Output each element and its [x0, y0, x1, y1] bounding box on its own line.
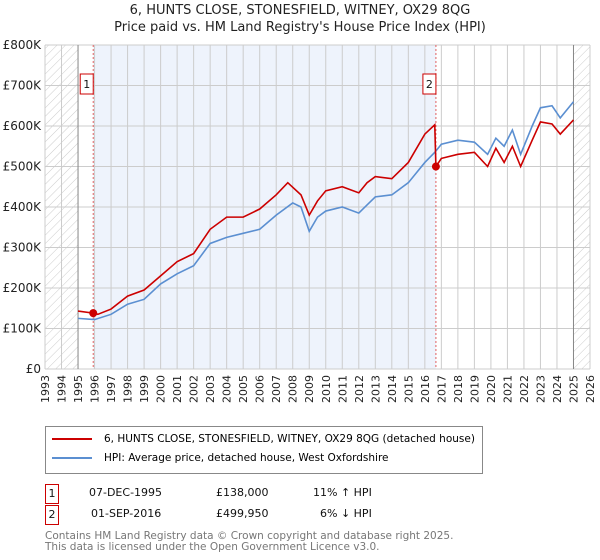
footer-line: This data is licensed under the Open Gov…: [45, 541, 380, 553]
x-tick-label: 2026: [584, 375, 597, 403]
y-tick-label: £100K: [3, 322, 43, 336]
x-tick-label: 2020: [485, 375, 498, 403]
x-tick-label: 2012: [353, 375, 366, 403]
x-tick-label: 1995: [72, 375, 85, 403]
y-tick-label: £400K: [3, 200, 43, 214]
x-tick-label: 2011: [336, 375, 349, 403]
legend-item-hpi: HPI: Average price, detached house, West…: [52, 452, 389, 464]
price-chart: 1993 1994 1995 1996 1997 1998 1999 2000 2001 2002…: [3, 38, 597, 403]
x-tick-label: 2005: [237, 375, 250, 403]
price: £499,950: [216, 507, 269, 520]
y-tick-label: £300K: [3, 241, 43, 255]
x-tick-label: 2013: [369, 375, 382, 403]
x-tick-label: 2022: [518, 375, 531, 403]
y-tick-label: £500K: [3, 160, 43, 174]
x-tick-label: 2003: [204, 375, 217, 403]
x-tick-label: 2004: [221, 375, 234, 403]
footer-line: Contains HM Land Registry data © Crown c…: [45, 530, 454, 542]
legend-label: 6, HUNTS CLOSE, STONESFIELD, WITNEY, OX2…: [104, 433, 475, 445]
sale-label: 1: [83, 78, 90, 91]
x-tick-label: 1993: [39, 375, 52, 403]
x-tick-label: 2010: [320, 375, 333, 403]
x-tick-label: 2000: [155, 375, 168, 403]
y-tick-label: £700K: [3, 79, 43, 93]
price: £138,000: [216, 486, 269, 499]
sale-label-box: [79, 73, 94, 95]
date: 01-SEP-2016: [91, 507, 162, 520]
x-tick-label: 2009: [303, 375, 316, 403]
chart-title: 6, HUNTS CLOSE, STONESFIELD, WITNEY, OX2…: [129, 3, 471, 18]
x-tick-label: 2015: [402, 375, 415, 403]
sale-label-box: [422, 73, 437, 95]
x-tick-label: 2018: [452, 375, 465, 403]
footer: Contains HM Land Registry data © Crown c…: [45, 531, 453, 553]
x-tick-label: 2016: [419, 375, 432, 403]
legend-label: HPI: Average price, detached house, West…: [104, 452, 389, 464]
x-tick-label: 2014: [386, 375, 399, 403]
x-tick-label: 2001: [171, 375, 184, 403]
x-tick-label: 2023: [534, 375, 547, 403]
x-tick-label: 1998: [122, 375, 135, 403]
x-tick-label: 1997: [105, 375, 118, 403]
x-tick-label: 2017: [435, 375, 448, 403]
x-tick-label: 2024: [551, 375, 564, 403]
y-tick-label: £600K: [3, 119, 43, 133]
x-tick-label: 2008: [287, 375, 300, 403]
x-tick-label: 1999: [138, 375, 151, 403]
x-tick-label: 2002: [188, 375, 201, 403]
marker-badge: 2: [45, 505, 59, 525]
marker-badge: 1: [45, 484, 59, 504]
x-tick-label: 2019: [468, 375, 481, 403]
x-tick-label: 1994: [56, 375, 69, 403]
legend-item-property: 6, HUNTS CLOSE, STONESFIELD, WITNEY, OX2…: [52, 433, 475, 445]
sale-point: [89, 309, 98, 318]
series-line-hpi: [77, 101, 575, 321]
chart-subtitle: Price paid vs. HM Land Registry's House …: [114, 20, 486, 35]
y-tick-label: £0: [26, 362, 41, 376]
x-tick-label: 1996: [89, 375, 102, 403]
series-line-property: [77, 119, 575, 316]
y-tick-label: £200K: [3, 281, 43, 295]
legend: 6, HUNTS CLOSE, STONESFIELD, WITNEY, OX2…: [45, 426, 483, 474]
date: 07-DEC-1995: [89, 486, 163, 499]
x-tick-label: 2025: [567, 375, 580, 403]
x-tick-label: 2006: [254, 375, 267, 403]
x-tick-label: 2007: [270, 375, 283, 403]
sale-label: 2: [426, 78, 433, 91]
x-tick-label: 2021: [501, 375, 514, 403]
y-tick-label: £800K: [3, 38, 43, 52]
hpi-diff: 6% ↓ HPI: [320, 507, 372, 520]
sale-point: [431, 162, 440, 171]
hpi-diff: 11% ↑ HPI: [313, 486, 372, 499]
